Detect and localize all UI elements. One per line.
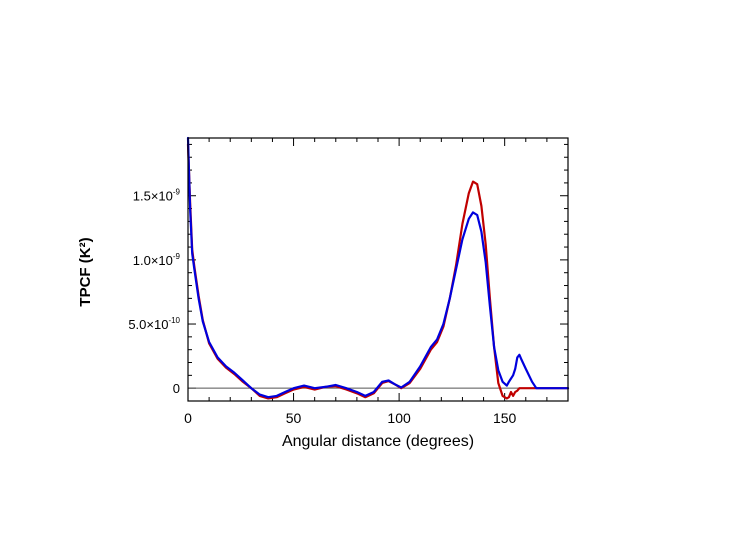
x-tick-label: 100 bbox=[387, 410, 411, 426]
y-axis-label: TPCF (K²) bbox=[77, 237, 94, 306]
tick-marks bbox=[187, 138, 569, 402]
series-lines bbox=[186, 136, 570, 400]
plot-frame bbox=[187, 137, 569, 402]
x-axis-label: Angular distance (degrees) bbox=[282, 433, 474, 450]
x-tick-label: 50 bbox=[286, 410, 302, 426]
y-tick-label: 1.0×10-9 bbox=[133, 252, 181, 268]
tick-labels: 0 50 100 150 0 5.0×10-10 1.0×10-9 1.5×10-9 bbox=[128, 188, 516, 426]
y-tick-label: 1.5×10-9 bbox=[133, 188, 181, 204]
x-tick-label: 0 bbox=[184, 410, 192, 426]
x-tick-label: 150 bbox=[493, 410, 517, 426]
y-tick-label: 5.0×10-10 bbox=[128, 316, 180, 332]
y-tick-label: 0 bbox=[173, 381, 180, 396]
series-line-1 bbox=[186, 143, 570, 400]
series-line-2 bbox=[186, 136, 570, 399]
